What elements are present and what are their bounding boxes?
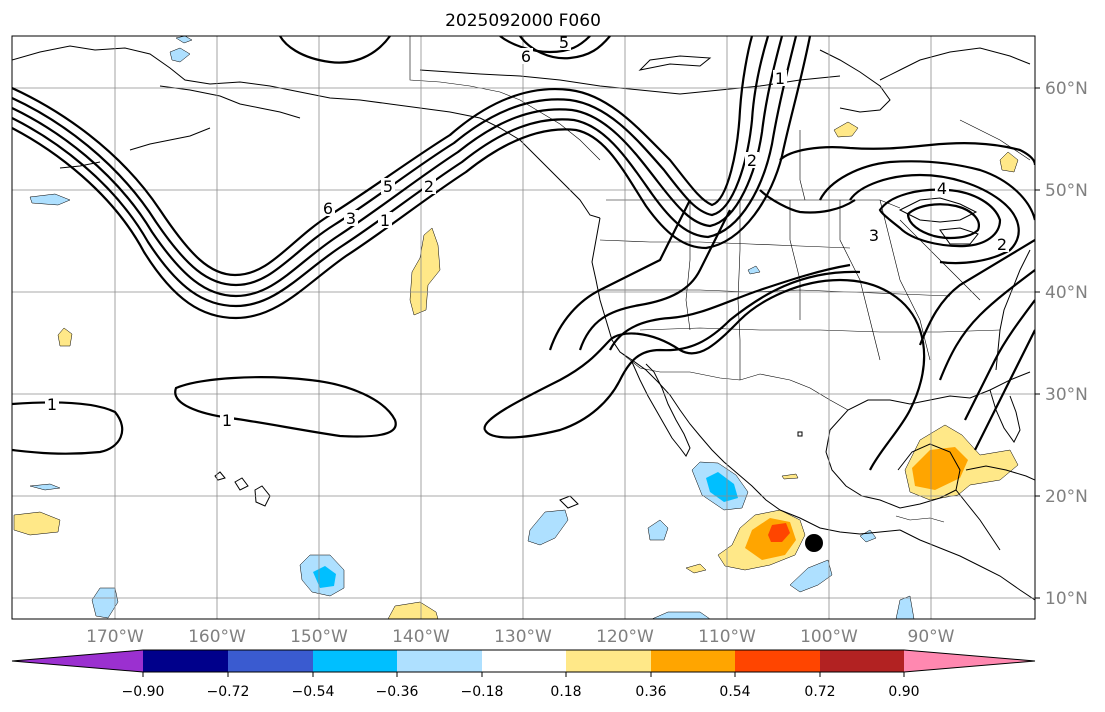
lat-label-30n: 30°N: [1045, 385, 1088, 405]
contour-label: 1: [775, 69, 785, 88]
colorbar-tick-label: −0.18: [461, 684, 504, 700]
colorbar: −0.90 −0.72 −0.54 −0.36 −0.18 0.18 0.36 …: [11, 649, 1036, 700]
colorbar-tick-label: 0.54: [719, 684, 750, 700]
contour-label: 3: [869, 226, 879, 245]
colorbar-tick-label: 0.36: [635, 684, 666, 700]
lon-label-140w: 140°W: [392, 627, 450, 647]
anomaly-shading: [13, 36, 1019, 619]
lon-label-160w: 160°W: [188, 627, 246, 647]
lon-label-100w: 100°W: [800, 627, 858, 647]
colorbar-segment: [482, 650, 566, 672]
contour-label: 3: [346, 209, 356, 228]
contour-label: 1: [380, 211, 390, 230]
map-area: 6 5 1 2 6 3 5 1 2 4 3 2 1 1: [12, 33, 1035, 619]
lat-label-40n: 40°N: [1045, 283, 1088, 303]
lon-label-90w: 90°W: [908, 627, 955, 647]
colorbar-tick-label: −0.90: [122, 684, 165, 700]
latitude-labels: 60°N 50°N 40°N 30°N 20°N 10°N: [1045, 79, 1088, 609]
colorbar-segment: [566, 650, 651, 672]
colorbar-segment: [143, 650, 228, 672]
colorbar-tick-label: 0.18: [550, 684, 581, 700]
graticule: [12, 36, 1035, 619]
map-title: 2025092000 F060: [445, 11, 601, 31]
colorbar-segment: [12, 650, 143, 672]
storm-position-marker: [805, 534, 823, 552]
lat-ticks: [1035, 87, 1040, 599]
colorbar-ticks: [142, 672, 905, 677]
colorbar-segment: [651, 650, 735, 672]
contour-label: 5: [559, 33, 569, 52]
colorbar-tick-label: −0.54: [292, 684, 335, 700]
colorbar-segment: [904, 650, 1035, 672]
lat-label-20n: 20°N: [1045, 487, 1088, 507]
colorbar-segment: [313, 650, 397, 672]
contour-label: 2: [997, 235, 1007, 254]
lat-label-10n: 10°N: [1045, 589, 1088, 609]
lon-label-110w: 110°W: [698, 627, 756, 647]
lon-label-150w: 150°W: [290, 627, 348, 647]
colorbar-segment: [735, 650, 820, 672]
colorbar-tick-label: 0.72: [804, 684, 835, 700]
lon-label-170w: 170°W: [86, 627, 144, 647]
lon-label-120w: 120°W: [596, 627, 654, 647]
coastlines: [12, 45, 1035, 601]
contour-label: 2: [747, 151, 757, 170]
lon-label-130w: 130°W: [494, 627, 552, 647]
contour-label: 5: [383, 177, 393, 196]
contour-labels: 6 5 1 2 6 3 5 1 2 4 3 2 1 1: [45, 33, 1009, 430]
colorbar-tick-label: −0.36: [376, 684, 419, 700]
contour-label: 4: [937, 179, 947, 198]
contour-lines: [12, 36, 1035, 471]
map-frame: [11, 35, 1036, 620]
longitude-labels: 170°W 160°W 150°W 140°W 130°W 120°W 110°…: [86, 627, 955, 647]
contour-label: 1: [222, 411, 232, 430]
contour-label: 1: [47, 395, 57, 414]
contour-label: 2: [424, 177, 434, 196]
colorbar-tick-label: −0.72: [207, 684, 250, 700]
contour-label: 6: [521, 47, 531, 66]
lat-label-50n: 50°N: [1045, 181, 1088, 201]
colorbar-segment: [397, 650, 482, 672]
colorbar-segment: [228, 650, 313, 672]
lat-label-60n: 60°N: [1045, 79, 1088, 99]
colorbar-segment: [820, 650, 904, 672]
contour-label: 6: [323, 199, 333, 218]
colorbar-tick-label: 0.90: [888, 684, 919, 700]
